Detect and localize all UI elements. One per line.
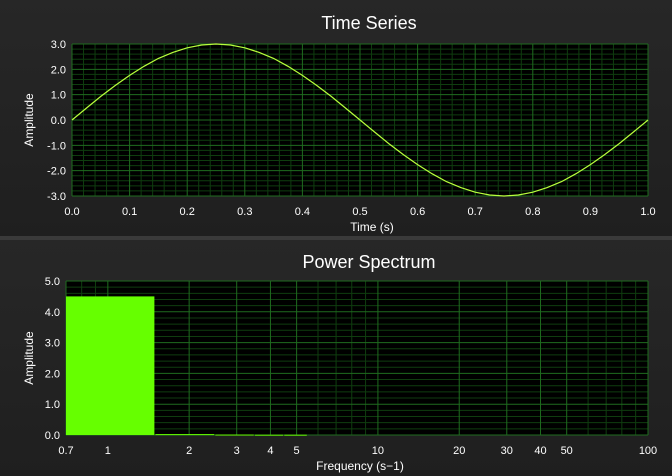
y-tick-label: 5.0 bbox=[45, 276, 60, 288]
y-axis-label: Amplitude bbox=[22, 93, 36, 147]
x-tick-label: 4 bbox=[267, 445, 273, 457]
chart-title: Time Series bbox=[321, 13, 416, 33]
x-tick-label: 2 bbox=[186, 445, 192, 457]
y-tick-label: 2.0 bbox=[51, 64, 66, 76]
x-axis-label: Time (s) bbox=[350, 220, 394, 234]
x-tick-label: 0.8 bbox=[525, 206, 540, 218]
chart-title: Power Spectrum bbox=[302, 252, 435, 272]
plot-area bbox=[71, 43, 649, 197]
y-axis-label: Amplitude bbox=[22, 331, 36, 385]
plot-background bbox=[66, 281, 648, 435]
x-tick-label: 3 bbox=[234, 445, 240, 457]
x-tick-label: 0.9 bbox=[583, 206, 598, 218]
y-tick-label: 0.0 bbox=[45, 430, 60, 442]
x-tick-label: 1.0 bbox=[640, 206, 655, 218]
x-tick-label: 0.7 bbox=[468, 206, 483, 218]
y-tick-label: 2.0 bbox=[45, 368, 60, 380]
time-series-panel: Time Series Time (s) Amplitude 0.0 0.1 0.2… bbox=[0, 0, 672, 236]
x-tick-label: 40 bbox=[534, 445, 546, 457]
x-tick-label: 0.1 bbox=[122, 206, 137, 218]
x-tick-label: 1 bbox=[105, 445, 111, 457]
y-tick-label: 3.0 bbox=[51, 39, 66, 51]
spectrum-bar bbox=[284, 434, 307, 436]
x-tick-label: 10 bbox=[372, 445, 384, 457]
x-axis-label: Frequency (s−1) bbox=[316, 459, 404, 473]
x-tick-label: 20 bbox=[453, 445, 465, 457]
y-tick-label: -2.0 bbox=[47, 166, 66, 178]
x-tick-label: 0.4 bbox=[295, 206, 310, 218]
power-spectrum-chart: Power Spectrum Frequency (s−1) Amplitude… bbox=[22, 252, 657, 473]
y-tick-label: 0.0 bbox=[51, 115, 66, 127]
y-tick-label: 4.0 bbox=[45, 307, 60, 319]
spectrum-bar bbox=[66, 296, 155, 435]
time-series-chart: Time Series Time (s) Amplitude 0.0 0.1 0.2… bbox=[22, 13, 656, 234]
x-tick-label: 100 bbox=[639, 445, 657, 457]
y-tick-label: -1.0 bbox=[47, 140, 66, 152]
spectrum-bar bbox=[155, 434, 215, 436]
y-tick-label: 1.0 bbox=[51, 90, 66, 102]
series-line bbox=[71, 43, 649, 197]
spectrum-bar bbox=[254, 434, 284, 436]
y-tick-label: 1.0 bbox=[45, 399, 60, 411]
power-spectrum-panel: Power Spectrum Frequency (s−1) Amplitude… bbox=[0, 240, 672, 476]
x-tick-label: 50 bbox=[561, 445, 573, 457]
x-tick-label: 0.3 bbox=[237, 206, 252, 218]
x-tick-label: 0.0 bbox=[64, 206, 79, 218]
x-tick-label: 0.7 bbox=[58, 445, 73, 457]
x-tick-label: 5 bbox=[294, 445, 300, 457]
x-tick-label: 0.6 bbox=[410, 206, 425, 218]
plot-area bbox=[65, 280, 649, 436]
y-tick-label: -3.0 bbox=[47, 191, 66, 203]
spectrum-bar bbox=[215, 434, 254, 436]
panel-divider bbox=[0, 236, 672, 240]
y-tick-label: 3.0 bbox=[45, 338, 60, 350]
x-tick-label: 0.2 bbox=[180, 206, 195, 218]
x-tick-label: 30 bbox=[501, 445, 513, 457]
x-tick-label: 0.5 bbox=[352, 206, 367, 218]
